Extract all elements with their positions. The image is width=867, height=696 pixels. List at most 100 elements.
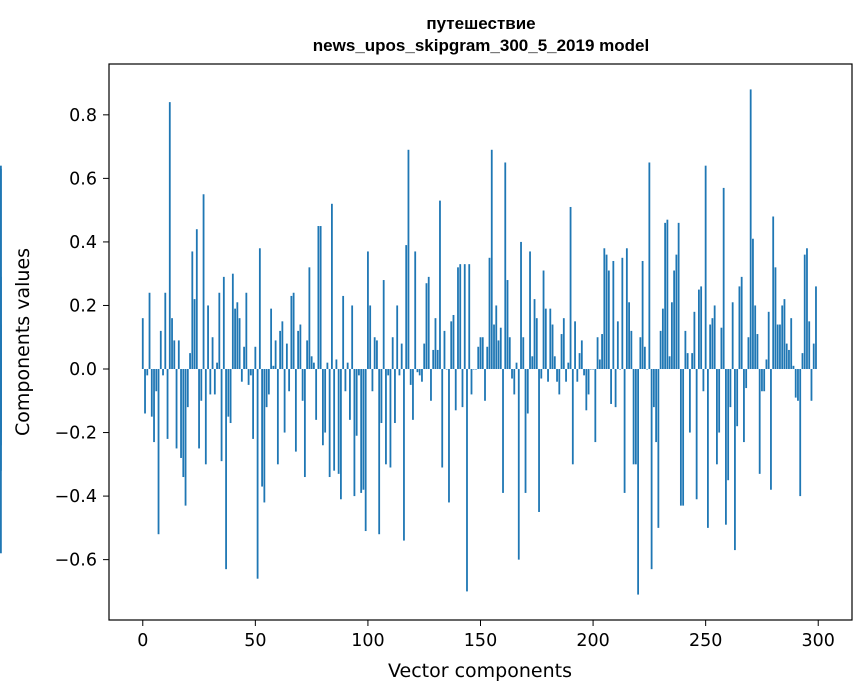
bar: [468, 264, 471, 370]
bar: [159, 330, 162, 370]
bar: [529, 251, 531, 370]
bar: [288, 369, 291, 392]
bar: [168, 102, 171, 370]
bar: [812, 343, 815, 370]
bar: [335, 359, 338, 370]
bar: [578, 353, 581, 370]
bar: [207, 305, 209, 370]
bar: [432, 349, 435, 370]
bar: [666, 219, 669, 370]
bar: [299, 324, 302, 370]
bar: [198, 369, 200, 449]
bar: [490, 149, 493, 370]
bar: [466, 369, 468, 592]
bar: [511, 369, 513, 379]
bar: [810, 369, 813, 401]
bar: [157, 369, 160, 535]
bar: [333, 369, 336, 471]
bar: [414, 251, 417, 370]
bar: [470, 369, 473, 395]
bar: [686, 353, 689, 370]
bar: [351, 305, 354, 370]
x-tick-label: 250: [689, 631, 722, 651]
bar: [448, 369, 450, 503]
bar: [734, 369, 736, 551]
bar: [321, 369, 324, 446]
bar: [202, 194, 205, 370]
bar: [594, 369, 597, 443]
bar: [394, 369, 396, 424]
bar: [301, 369, 304, 401]
bar: [761, 369, 763, 392]
bar: [684, 330, 687, 370]
bar: [803, 254, 806, 370]
bar: [709, 324, 712, 370]
bar: [713, 305, 716, 370]
bar: [439, 200, 441, 370]
y-axis-ticks: −0.6 −0.4 −0.2 0.0 0.2 0.4 0.6 0.8: [55, 106, 109, 571]
bar: [443, 330, 446, 370]
bar: [416, 369, 419, 373]
bar: [650, 369, 653, 570]
bar: [774, 267, 777, 370]
bar: [191, 251, 194, 370]
bar: [670, 302, 673, 370]
bar: [695, 369, 698, 500]
bar: [272, 365, 275, 370]
chart-title: путешествие: [426, 14, 535, 33]
bar: [752, 238, 754, 370]
bar: [576, 369, 579, 382]
bar: [551, 324, 554, 370]
bar: [801, 353, 804, 370]
bar: [326, 362, 329, 370]
x-tick-label: 300: [802, 631, 835, 651]
bar: [0, 369, 2, 471]
bar: [731, 302, 734, 370]
bar: [688, 369, 691, 433]
bar: [337, 369, 340, 474]
bar: [668, 356, 671, 370]
bar: [727, 369, 730, 481]
bar: [571, 369, 574, 465]
bar: [222, 276, 225, 370]
bar: [544, 308, 547, 370]
bar: [783, 299, 786, 370]
bar: [171, 318, 173, 370]
bar: [781, 305, 784, 370]
bar: [725, 369, 727, 525]
bar: [707, 369, 709, 528]
y-tick-label: 0.6: [69, 169, 97, 189]
bar: [747, 337, 750, 370]
bar: [452, 314, 455, 370]
bar: [520, 241, 522, 370]
bar: [146, 369, 149, 376]
bar: [673, 270, 676, 370]
bar: [342, 295, 345, 370]
bar: [256, 369, 259, 579]
bar: [430, 369, 432, 401]
bar: [238, 318, 241, 370]
x-tick-label: 50: [244, 631, 266, 651]
bar: [344, 369, 347, 392]
bar: [362, 369, 365, 490]
bar: [619, 369, 621, 370]
y-tick-label: −0.6: [55, 551, 98, 571]
bar: [247, 369, 250, 385]
bar: [770, 369, 772, 490]
bar: [195, 229, 198, 370]
bar: [720, 327, 723, 370]
bar: [270, 308, 273, 370]
bar: [722, 187, 725, 370]
bar: [556, 369, 558, 382]
bar: [792, 365, 795, 370]
bar: [312, 362, 315, 370]
bar: [436, 349, 439, 370]
bar: [373, 337, 376, 370]
bar: [538, 369, 540, 512]
bar: [454, 369, 457, 411]
bar: [481, 337, 484, 370]
bar: [479, 337, 482, 370]
bar: [531, 356, 534, 370]
bar: [353, 369, 356, 497]
bar: [540, 369, 543, 379]
